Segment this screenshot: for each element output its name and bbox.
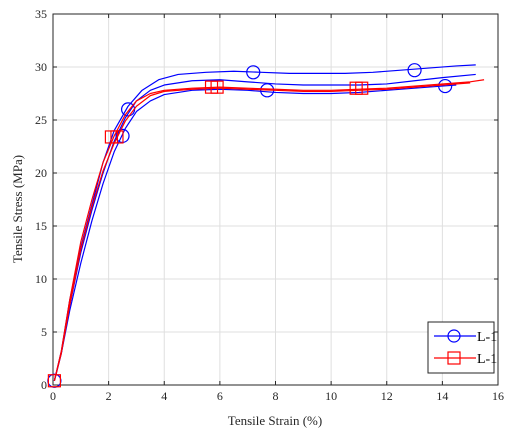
x-tick-label: 2 [106,389,112,403]
series-0-marker [438,78,453,94]
series-1-marker [210,80,224,94]
series-1-curve-1 [53,82,471,381]
y-axis-label: Tensile Stress (MPa) [10,155,25,263]
tick-labels: 0 2 4 6 8 10 12 14 16 0 5 10 15 20 25 30 35 [35,7,504,403]
series-1-curve-0 [53,79,485,381]
y-tick-label: 5 [41,325,47,339]
x-tick-label: 10 [325,389,337,403]
series-1-marker [47,374,61,388]
axes [52,13,499,386]
series-0-curve-1 [53,84,457,381]
series-1-marker [110,130,124,144]
series-0-marker [407,63,422,78]
y-tick-label: 25 [35,113,47,127]
legend-box [427,321,495,374]
x-tick-label: 14 [436,389,448,403]
x-tick-label: 12 [381,389,393,403]
y-tick-label: 30 [35,60,47,74]
series-1-marker [355,81,369,95]
x-tick-label: 0 [50,389,56,403]
legend-label-l-1: L-1 [477,330,497,345]
y-tick-label: 0 [41,378,47,392]
legend-marker-square [447,351,461,365]
x-tick-label: 6 [217,389,223,403]
x-axis-label: Tensile Strain (%) [228,413,322,428]
series-0-curve-0 [53,73,476,381]
series-0-marker [246,65,261,80]
legend: L-1 L-1 [427,321,497,374]
legend-marker-circle [447,329,461,343]
y-tick-label: 15 [35,219,47,233]
y-tick-label: 35 [35,7,47,21]
series [47,63,485,388]
x-tick-label: 4 [161,389,167,403]
y-tick-label: 10 [35,272,47,286]
x-tick-label: 16 [492,389,504,403]
y-tick-label: 20 [35,166,47,180]
legend-label-l-1-red: L-1 [477,352,497,367]
x-tick-label: 8 [273,389,279,403]
